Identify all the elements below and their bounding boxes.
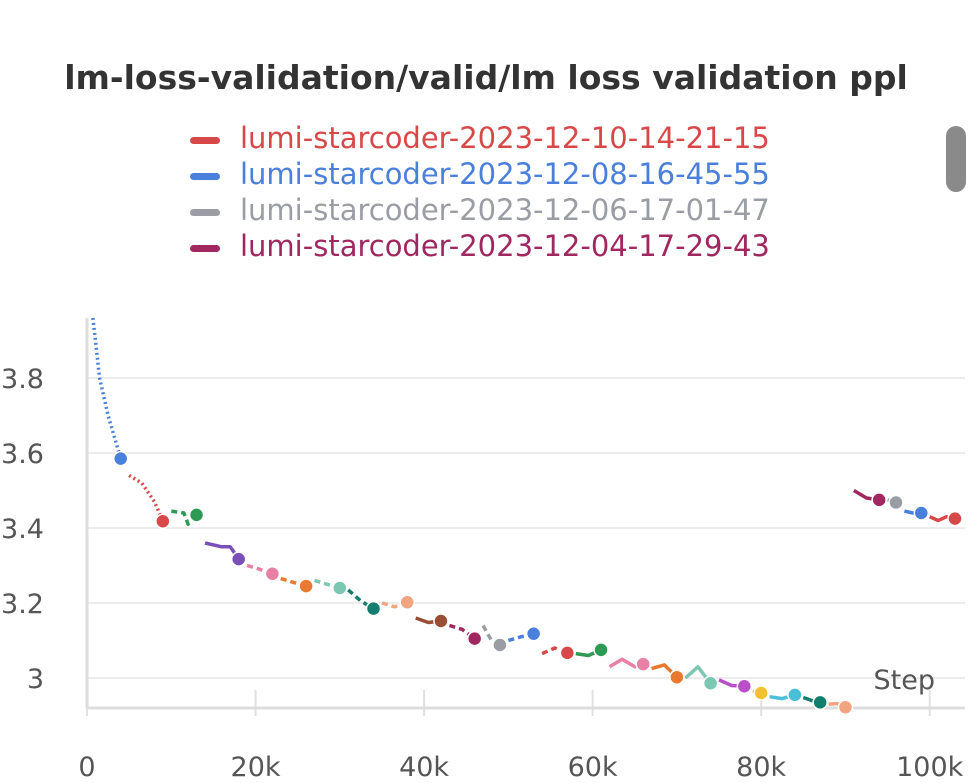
x-tick-label: 40k [399,752,449,783]
data-point [112,450,129,467]
data-point [787,687,803,703]
legend-item[interactable]: lumi-starcoder-2023-12-10-14-21-15 [190,120,770,156]
legend-swatch [190,136,220,144]
data-point [812,694,828,711]
data-point [753,685,769,701]
x-axis-label: Step [874,665,935,696]
y-tick-label: 3.4 [1,514,44,545]
data-point [264,566,281,582]
data-point [871,492,887,508]
tick-labels: 3.8 3.6 3.4 3.2 3 0 20k 40k 60k 80k 100k [1,364,964,783]
data-point [837,699,854,715]
data-point [525,626,542,642]
data-point [888,494,904,511]
data-point [492,637,508,653]
legend-item[interactable]: lumi-starcoder-2023-12-08-16-45-55 [190,156,770,192]
legend-swatch [190,208,220,216]
data-point [702,675,719,691]
data-point [559,645,576,661]
y-tick-label: 3.2 [1,589,44,620]
data-point [188,507,205,523]
series-line [128,473,165,522]
legend-item[interactable]: lumi-starcoder-2023-12-04-17-29-43 [190,228,770,264]
legend-label: lumi-starcoder-2023-12-04-17-29-43 [240,229,770,263]
x-tick-label: 100k [896,752,964,783]
axes [85,318,965,710]
legend-swatch [190,172,220,180]
grid-lines [86,377,965,716]
data-point [913,505,930,521]
data-point [593,642,609,658]
y-tick-label: 3 [27,664,44,695]
data-point [947,510,963,527]
x-tick-label: 0 [78,752,95,783]
series-line [347,588,375,611]
data-point [399,594,415,610]
data-point [332,580,348,596]
legend-label: lumi-starcoder-2023-12-10-14-21-15 [240,121,770,155]
x-tick-label: 60k [568,752,618,783]
series-line [91,317,123,460]
legend-label: lumi-starcoder-2023-12-06-17-01-47 [240,193,770,227]
legend-scrollbar[interactable] [946,126,966,192]
legend-label: lumi-starcoder-2023-12-08-16-45-55 [240,157,770,191]
chart-legend: lumi-starcoder-2023-12-10-14-21-15 lumi-… [190,120,770,264]
data-point [433,613,449,629]
series-lines [91,317,956,709]
legend-item[interactable]: lumi-starcoder-2023-12-06-17-01-47 [190,192,770,228]
series-points [112,450,963,715]
data-point [669,669,685,685]
data-point [230,551,247,567]
data-point [736,678,753,694]
y-tick-label: 3.8 [1,364,44,395]
chart-title: lm-loss-validation/valid/lm loss validat… [64,58,908,97]
legend-swatch [190,244,220,252]
x-tick-label: 20k [231,752,281,783]
data-point [365,600,382,617]
data-point [155,513,171,529]
y-tick-label: 3.6 [1,439,44,470]
data-point [466,630,483,647]
x-tick-label: 80k [736,752,786,783]
data-point [635,656,651,672]
data-point [298,578,314,594]
